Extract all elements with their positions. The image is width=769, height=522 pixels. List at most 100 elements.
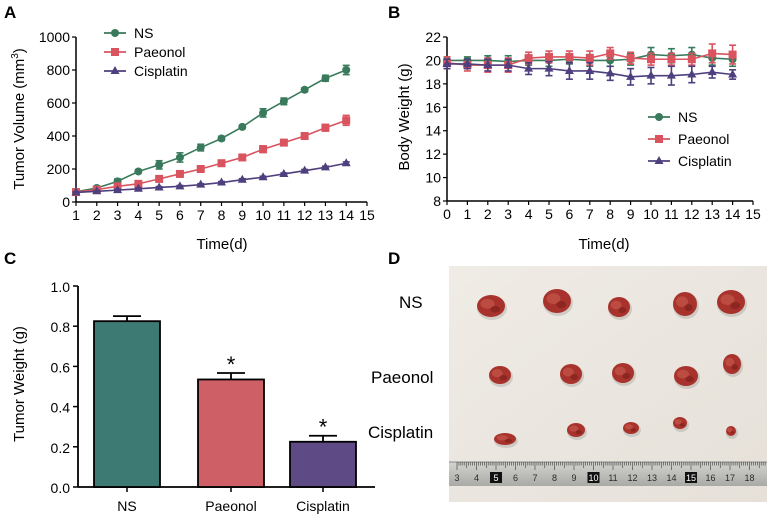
ruler-number: 15 [686, 473, 696, 483]
y-tick-label: 400 [47, 128, 71, 144]
data-point [342, 116, 351, 125]
data-point [237, 174, 247, 183]
ruler-number-10: 10 [587, 472, 600, 483]
y-tick-label: 18 [425, 76, 441, 92]
data-point [258, 172, 268, 181]
y-tick-label: 0 [62, 194, 70, 210]
data-point [217, 134, 226, 143]
data-point [646, 70, 656, 79]
bar [289, 440, 357, 488]
tumor-sample [494, 433, 518, 448]
panel-letter-a: A [4, 3, 16, 22]
data-point [154, 182, 164, 191]
x-tick-label: 15 [359, 207, 375, 223]
x-tick-label: 5 [155, 207, 163, 223]
tumor-dark-spot [730, 302, 741, 310]
data-point [320, 162, 330, 171]
x-tick-label: 12 [297, 207, 313, 223]
ruler-number-4: 4 [474, 473, 479, 483]
tumor-volume-ylabel-unit: (mm [11, 59, 28, 89]
photo-label-paeonol: Paeonol [371, 368, 433, 387]
ruler-number: 4 [474, 473, 479, 483]
ruler-number-16: 16 [705, 473, 715, 483]
ruler-number: 11 [608, 473, 617, 483]
tumor-dark-spot [575, 430, 582, 435]
data-point [217, 159, 226, 168]
x-tick-label: Paeonol [205, 498, 256, 514]
ruler-number: 17 [725, 473, 735, 483]
tumor-dark-spot [618, 307, 627, 313]
x-tick-label: 5 [545, 206, 553, 222]
data-point [342, 66, 351, 74]
tumor-dark-spot [679, 423, 685, 427]
body-weight-legend: NS Paeonol Cisplatin [648, 109, 732, 169]
panel-letter-d: D [388, 249, 400, 268]
legend-entry-paeonol: Paeonol [104, 44, 185, 60]
tumor-volume-ylabel-text: Tumor Volume [11, 93, 28, 190]
tumor-highlight [720, 294, 735, 305]
y-tick-label: 0.6 [51, 359, 71, 375]
x-tick-label: 12 [684, 206, 700, 222]
data-point [92, 186, 102, 195]
tumor-photo: 3 4 5 6 7 8 9 10 11 12 13 14 15 16 17 18 NS Paeonol Cis… [368, 266, 767, 502]
ruler-number: 5 [493, 473, 498, 483]
data-point [687, 55, 696, 64]
x-tick-label: 2 [484, 206, 492, 222]
x-tick-label: 14 [338, 207, 354, 223]
x-tick-label: 3 [114, 207, 122, 223]
x-tick-label: 10 [255, 207, 271, 223]
ruler: 3 4 5 6 7 8 9 10 11 12 13 14 15 16 17 18 [449, 461, 767, 486]
tumor-weight-bars: NS * Paeonol * Cisplatin [93, 315, 357, 514]
panel-letter-b: B [388, 3, 400, 22]
x-tick-label: 10 [643, 206, 659, 222]
tumor-dark-spot [731, 364, 738, 370]
ruler-number-13: 13 [647, 473, 657, 483]
tumor-highlight [491, 369, 503, 378]
data-point [667, 55, 676, 64]
data-point [196, 179, 206, 188]
data-point [585, 54, 594, 63]
series-ns [72, 64, 351, 196]
y-tick-label: 12 [425, 146, 441, 162]
y-tick-label: 1.0 [51, 279, 71, 295]
data-point [321, 74, 330, 83]
legend-marker [655, 135, 663, 143]
x-tick-label: Cisplatin [296, 498, 350, 514]
y-tick-label: 600 [47, 95, 71, 111]
legend-entry-cisplatin: Cisplatin [648, 153, 732, 169]
ruler-number: 14 [666, 473, 676, 483]
data-point [71, 187, 81, 196]
tumor-volume-ylabel: Tumor Volume (mm3) [10, 48, 28, 190]
data-point [134, 167, 143, 176]
legend-label: Cisplatin [134, 63, 188, 79]
ruler-number: 10 [588, 473, 598, 483]
x-tick-label: 11 [664, 206, 679, 222]
data-point [647, 55, 655, 64]
ruler-number-12: 12 [627, 473, 637, 483]
tumor-dark-spot [622, 373, 631, 379]
y-tick-label: 22 [425, 29, 441, 45]
x-tick-label: 6 [176, 207, 184, 223]
data-point [442, 58, 452, 67]
data-point [259, 108, 268, 117]
data-point [707, 67, 717, 76]
data-point [626, 71, 636, 80]
y-tick-label: 0.8 [51, 319, 71, 335]
bar-group-ns: NS [93, 315, 161, 514]
bar [197, 378, 265, 488]
tumor-sample [612, 363, 636, 386]
tumor-highlight [677, 369, 689, 379]
data-point [259, 145, 268, 154]
tumor-highlight [480, 298, 495, 309]
data-point [196, 165, 205, 173]
data-point [666, 70, 676, 79]
tumor-samples [477, 289, 747, 448]
data-point [279, 168, 289, 177]
tumor-sample [673, 417, 689, 432]
data-point [321, 123, 330, 132]
photo-label-ns: NS [399, 293, 423, 312]
data-point [238, 122, 247, 131]
